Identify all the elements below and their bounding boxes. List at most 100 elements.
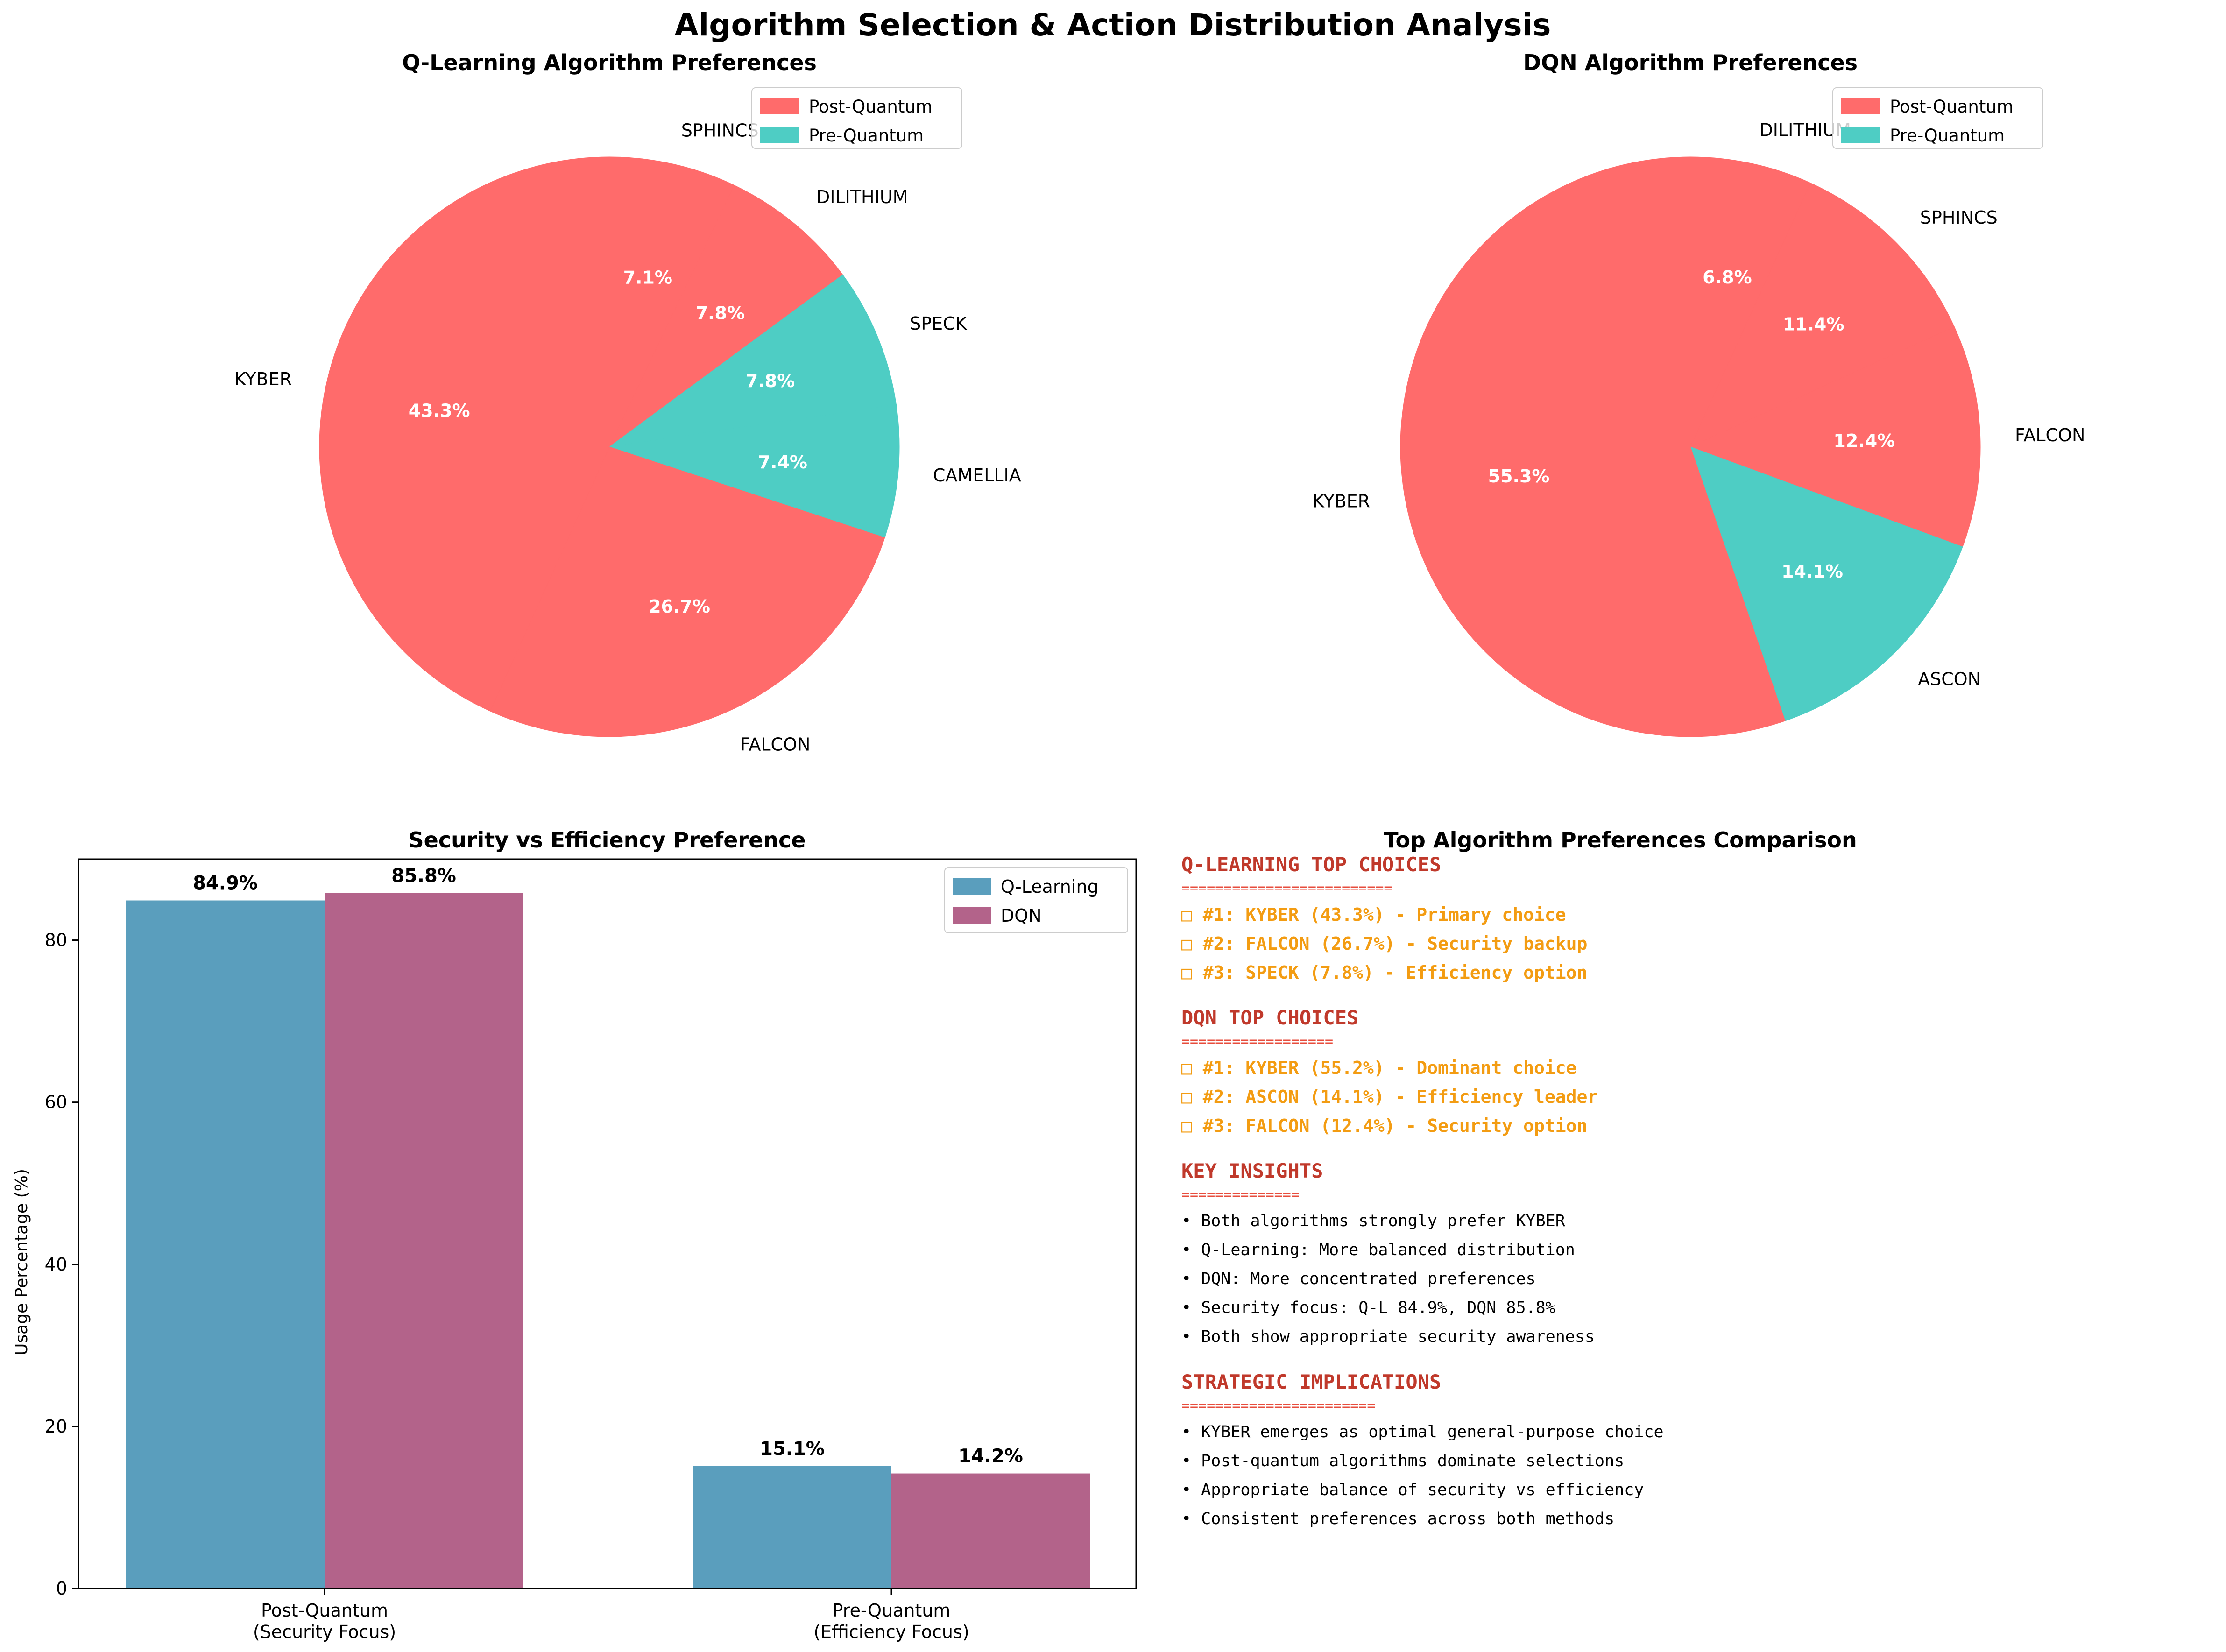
q-learning-pct-dilithium: 7.8%: [696, 303, 745, 324]
insights-bullet-line: • Consistent preferences across both met…: [1181, 1510, 1615, 1529]
bar-q-learning-post-quantum: [126, 900, 325, 1588]
dqn-pie-title: DQN Algorithm Preferences: [1523, 50, 1858, 75]
dqn-slice-sphincs: [1689, 183, 1955, 448]
insights-section-heading: STRATEGIC IMPLICATIONS: [1181, 1370, 1442, 1394]
insights-choice-line: □ #1: KYBER (43.3%) - Primary choice: [1181, 904, 1566, 925]
q-learning-slice-kyber: [319, 156, 610, 712]
dqn-label-kyber: KYBER: [1313, 491, 1370, 511]
dqn-label-falcon: FALCON: [2015, 425, 2085, 445]
bar-value-label-q-learning-pre-quantum: 15.1%: [760, 1438, 825, 1460]
q-learning-slice-sphincs: [609, 156, 735, 447]
bar-dqn-post-quantum: [325, 893, 523, 1588]
dqn-slice-ascon: [1690, 446, 1963, 721]
insights-bullet-line: • Both algorithms strongly prefer KYBER: [1181, 1212, 1565, 1231]
insights-section-rule: ==============: [1181, 1186, 1300, 1203]
insights-section-rule: ==================: [1181, 1033, 1334, 1050]
y-tick-label: 80: [45, 930, 67, 951]
q-learning-label-kyber: KYBER: [234, 369, 292, 389]
x-tick-label-pre-quantum: Pre-Quantum (Efficiency Focus): [813, 1600, 969, 1642]
insights-bullet-line: • KYBER emerges as optimal general-purpo…: [1181, 1423, 1664, 1442]
bar-chart-legend: Q-Learning DQN: [944, 867, 1128, 933]
insights-section-key-insights: KEY INSIGHTS ============== • Both algorit…: [1181, 1161, 2069, 1351]
y-tick-label: 0: [56, 1578, 67, 1599]
q-learning-slice-falcon: [490, 446, 885, 737]
insights-choice-line: □ #3: FALCON (12.4%) - Security option: [1181, 1115, 1588, 1137]
q-learning-label-dilithium: DILITHIUM: [816, 187, 908, 207]
q-learning-pie-title: Q-Learning Algorithm Preferences: [402, 50, 817, 75]
dqn-legend-swatch-pre-quantum: [1841, 127, 1880, 143]
dqn-slice-kyber: [1400, 156, 1786, 737]
dqn-pct-sphincs: 11.4%: [1783, 314, 1844, 335]
q-learning-pct-camellia: 7.4%: [758, 452, 807, 473]
q-learning-pie-chart: Q-Learning Algorithm Preferences 7.1% SPH…: [234, 50, 1021, 755]
bar-value-label-dqn-pre-quantum: 14.2%: [958, 1446, 1023, 1467]
insights-panel-title: Top Algorithm Preferences Comparison: [1384, 827, 1857, 853]
q-learning-pct-sphincs: 7.1%: [623, 268, 672, 288]
dqn-legend-swatch-post-quantum: [1841, 98, 1880, 114]
q-learning-pie-legend: Post-Quantum Pre-Quantum: [751, 87, 962, 149]
dqn-pct-ascon: 14.1%: [1781, 561, 1843, 582]
bar-legend-label-q-learning: Q-Learning: [1001, 876, 1099, 897]
insights-section-q-learning-top-choices: Q-LEARNING TOP CHOICES ==================…: [1181, 854, 2069, 987]
y-tick-label: 40: [45, 1254, 67, 1275]
q-learning-slice-dilithium: [609, 184, 843, 447]
insights-choice-line: □ #2: ASCON (14.1%) - Efficiency leader: [1181, 1087, 1598, 1108]
q-learning-pct-falcon: 26.7%: [649, 596, 710, 617]
dqn-pct-kyber: 55.3%: [1488, 466, 1550, 487]
x-tick-label-post-quantum: Post-Quantum (Security Focus): [253, 1600, 396, 1642]
insights-section-heading: DQN TOP CHOICES: [1181, 1006, 1359, 1030]
insights-choice-line: □ #2: FALCON (26.7%) - Security backup: [1181, 933, 1588, 954]
dqn-slice-dilithium: [1690, 156, 1811, 447]
q-learning-legend-box: [751, 87, 962, 149]
security-efficiency-bar-chart: Security vs Efficiency Preference Usage …: [12, 827, 1137, 1642]
insights-section-heading: KEY INSIGHTS: [1181, 1159, 1323, 1183]
q-learning-legend-label-post-quantum: Post-Quantum: [809, 97, 933, 117]
bar-dqn-pre-quantum: [891, 1473, 1090, 1588]
q-learning-legend-swatch-pre-quantum: [760, 127, 799, 143]
q-learning-pct-speck: 7.8%: [746, 371, 795, 391]
bar-legend-swatch-dqn: [953, 907, 991, 924]
insights-panel: Q-LEARNING TOP CHOICES ==================…: [1181, 854, 2069, 1533]
insights-bullet-line: • Both show appropriate security awarene…: [1181, 1327, 1595, 1347]
q-learning-label-falcon: FALCON: [740, 734, 810, 755]
dqn-pie-legend: Post-Quantum Pre-Quantum: [1832, 87, 2043, 149]
insights-bullet-line: • Appropriate balance of security vs eff…: [1181, 1481, 1644, 1500]
insights-section-dqn-top-choices: DQN TOP CHOICES ================== □ #1: K…: [1181, 1006, 2069, 1140]
q-learning-slice-camellia: [609, 404, 900, 538]
dqn-slice-falcon: [1689, 326, 1981, 547]
q-learning-legend-swatch-post-quantum: [760, 98, 799, 114]
dqn-legend-box: [1832, 87, 2043, 149]
q-learning-legend-label-pre-quantum: Pre-Quantum: [809, 126, 924, 146]
insights-choice-line: □ #1: KYBER (55.2%) - Dominant choice: [1181, 1058, 1577, 1079]
insights-bullet-line: • Security focus: Q-L 84.9%, DQN 85.8%: [1181, 1299, 1555, 1318]
insights-bullet-line: • Post-quantum algorithms dominate selec…: [1181, 1452, 1625, 1471]
bar-chart-ylabel: Usage Percentage (%): [12, 1169, 31, 1355]
dqn-pie-chart: DQN Algorithm Preferences 6.8%DILITHIUM1…: [1313, 50, 2085, 737]
y-tick-label: 60: [45, 1092, 67, 1113]
q-learning-label-camellia: CAMELLIA: [933, 465, 1021, 486]
dqn-pct-dilithium: 6.8%: [1703, 267, 1752, 288]
insights-section-strategic-implications: STRATEGIC IMPLICATIONS ==================…: [1181, 1372, 2069, 1533]
dqn-pct-falcon: 12.4%: [1833, 431, 1895, 451]
bar-q-learning-pre-quantum: [693, 1466, 891, 1588]
dqn-label-sphincs: SPHINCS: [1920, 207, 1998, 228]
q-learning-label-speck: SPECK: [910, 313, 968, 334]
dqn-label-ascon: ASCON: [1918, 669, 1981, 689]
q-learning-label-sphincs: SPHINCS: [681, 120, 759, 141]
insights-section-rule: =========================: [1181, 880, 1392, 897]
insights-bullet-line: • Q-Learning: More balanced distribution: [1181, 1241, 1575, 1260]
bar-legend-label-dqn: DQN: [1001, 905, 1042, 926]
dqn-legend-label-post-quantum: Post-Quantum: [1890, 97, 2014, 117]
insights-choice-line: □ #3: SPECK (7.8%) - Efficiency option: [1181, 962, 1588, 983]
bar-chart-title: Security vs Efficiency Preference: [408, 827, 806, 853]
q-learning-slice-speck: [609, 274, 897, 447]
y-tick-label: 20: [45, 1416, 67, 1437]
bar-value-label-q-learning-post-quantum: 84.9%: [193, 873, 258, 894]
insights-section-rule: =======================: [1181, 1398, 1376, 1414]
bar-value-label-dqn-post-quantum: 85.8%: [391, 865, 456, 887]
insights-bullet-line: • DQN: More concentrated preferences: [1181, 1270, 1536, 1289]
figure-title: Algorithm Selection & Action Distributio…: [675, 7, 1551, 43]
q-learning-pct-kyber: 43.3%: [409, 401, 470, 421]
bar-chart-axes-frame: [78, 858, 1137, 1589]
